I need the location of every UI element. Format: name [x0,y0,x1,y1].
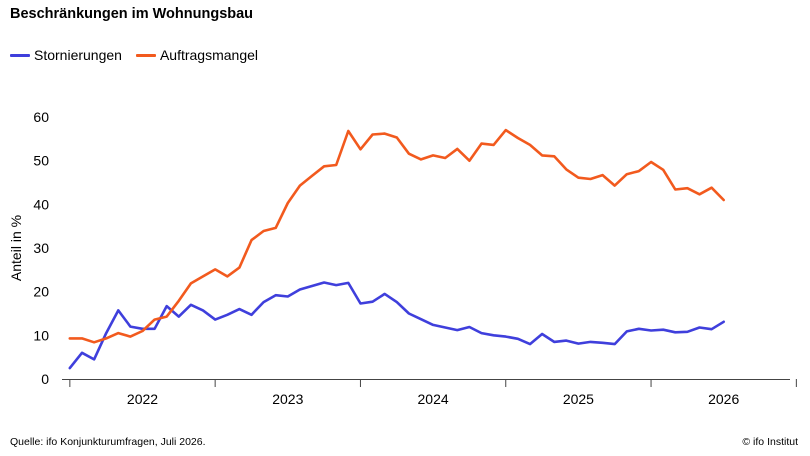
legend-item-auftragsmangel: Auftragsmangel [135,47,259,63]
y-tick-label: 50 [33,153,49,169]
legend-item-stornierungen: Stornierungen [10,47,122,63]
x-tick-label: 2022 [127,391,158,407]
y-tick-label: 0 [41,371,49,387]
y-tick-label: 30 [33,240,49,256]
legend-swatch-auftragsmangel [135,53,156,57]
y-axis-label: Anteil in % [8,215,24,281]
x-tick-label: 2024 [418,391,449,407]
source-note: Quelle: ifo Konjunkturumfragen, Juli 202… [10,436,206,448]
x-tick-label: 2023 [272,391,303,407]
x-tick-label: 2026 [708,391,739,407]
legend-label-stornierungen: Stornierungen [34,47,122,63]
x-tick-label: 2025 [563,391,594,407]
series-line-auftragsmangel [68,128,726,344]
chart-title: Beschränkungen im Wohnungsbau [10,6,254,22]
series-line-stornierungen [68,281,726,370]
y-tick-label: 40 [33,196,49,212]
legend: Stornierungen Auftragsmangel [10,47,272,63]
legend-swatch-stornierungen [10,53,30,57]
legend-label-auftragsmangel: Auftragsmangel [159,47,259,63]
y-tick-label: 60 [33,109,49,125]
y-tick-label: 20 [33,284,49,300]
copyright-note: © ifo Institut [742,436,798,448]
y-tick-label: 10 [33,327,49,343]
